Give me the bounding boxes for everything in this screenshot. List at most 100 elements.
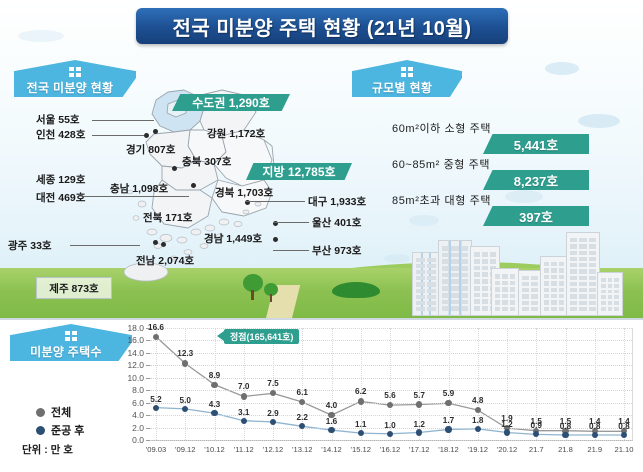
data-point	[474, 425, 481, 432]
data-point	[269, 390, 277, 397]
y-axis-label: 14.0	[127, 347, 144, 358]
gridline-vertical	[419, 328, 421, 440]
data-point-label: 7.5	[267, 379, 279, 389]
data-point-label: 8.9	[208, 370, 221, 380]
gridline-vertical	[360, 328, 362, 440]
gridline-vertical	[243, 328, 245, 440]
y-axis-label: 16.0	[127, 335, 144, 346]
y-axis-tick	[146, 352, 150, 354]
size-bar-medium: 8,237호	[483, 170, 589, 190]
data-point	[533, 427, 540, 434]
data-point-label: 5.0	[179, 395, 191, 405]
tree-icon-1	[243, 274, 263, 300]
map-label-gangwon-text: 강원 1,172호	[207, 128, 266, 140]
window-icon	[65, 331, 77, 341]
map-label-ulsan-text: 울산 401호	[312, 217, 362, 229]
data-point-label: 1.0	[384, 420, 396, 430]
data-point-label: 1.1	[355, 420, 367, 430]
data-point	[328, 426, 335, 434]
data-point	[445, 400, 452, 407]
map-label-gwangju: 광주 33호	[8, 238, 52, 253]
map-label-incheon: 인천 428호	[36, 127, 85, 142]
building-4	[491, 268, 519, 316]
data-point-label: 5.7	[413, 390, 425, 400]
map-label-ulsan: 울산 401호	[312, 215, 361, 230]
gridline-vertical	[477, 328, 479, 440]
x-axis-label: '09.03	[145, 445, 167, 454]
map-label-gyeongbuk-text: 경북 1,703호	[215, 187, 274, 199]
map-dot-gyeongbuk	[245, 200, 250, 205]
map-dot-ulsan	[273, 221, 278, 226]
y-axis-tick	[146, 328, 150, 329]
x-axis-label: '09.12	[175, 445, 196, 454]
building-1	[412, 252, 440, 316]
data-point	[152, 333, 160, 340]
map-dot-daejeon	[191, 183, 196, 188]
map-label-daegu: 대구 1,933호	[308, 194, 366, 209]
data-point	[562, 427, 569, 434]
gridline-vertical	[594, 328, 596, 440]
size-bar-large-value: 397호	[519, 209, 553, 225]
map-dot-seoul	[153, 129, 158, 134]
data-point	[416, 401, 423, 408]
data-point-label: 7.0	[238, 382, 250, 392]
cloud-icon-4	[409, 215, 439, 226]
banner-provinces-label: 지방 12,785호	[262, 165, 336, 179]
tag-nationwide-roof	[14, 60, 136, 78]
y-axis-tick	[146, 440, 150, 441]
gridline-vertical	[156, 328, 157, 440]
map-label-gangwon: 강원 1,172호	[207, 126, 265, 141]
leader-seoul	[92, 120, 154, 121]
data-point	[269, 418, 277, 426]
data-point-label: 0.8	[559, 422, 572, 432]
page-title-text: 전국 미분양 주택 현황 (21년 10월)	[172, 17, 472, 40]
map-label-sejong-text: 세종 129호	[36, 174, 86, 186]
y-axis-label: 10.0	[127, 372, 144, 383]
x-axis-label: 21.10	[614, 445, 634, 454]
map-label-chungbuk-text: 충북 307호	[182, 156, 232, 168]
cloud-icon-5	[18, 30, 64, 42]
x-axis-label: '16.12	[379, 445, 401, 454]
gridline-vertical	[624, 328, 625, 440]
x-axis-label: 21.9	[587, 445, 603, 454]
map-label-gwangju-text: 광주 33호	[8, 240, 52, 252]
gridline-vertical	[273, 328, 274, 440]
map-dot-jeonnam	[161, 242, 166, 247]
data-point	[240, 417, 247, 424]
legend-label-after: 준공 후	[51, 425, 85, 437]
y-axis-tick	[146, 365, 150, 367]
x-axis-label: '17.12	[409, 445, 430, 454]
data-point	[357, 430, 364, 437]
page-title: 전국 미분양 주택 현황 (21년 10월)	[136, 8, 508, 44]
banner-capital-region: 수도권 1,290호	[172, 94, 290, 111]
data-point	[386, 430, 394, 437]
size-row-label-large: 85m²초과 대형 주택	[392, 192, 491, 208]
size-row-label-large-text: 85m²초과 대형 주택	[392, 195, 492, 207]
y-axis-tick	[146, 402, 150, 404]
peak-annotation-text: 정점(165,641호)	[230, 332, 294, 342]
map-dot-busan	[273, 237, 278, 242]
data-point	[328, 412, 335, 419]
window-icon	[401, 67, 413, 77]
size-bar-medium-value: 8,237호	[513, 173, 559, 189]
data-point-label: 1.8	[472, 415, 484, 425]
y-axis-label: 4.0	[132, 410, 144, 421]
data-point-label: 1.2	[413, 419, 425, 429]
data-point-label: 12.3	[177, 349, 194, 359]
tag-nationwide-label: 전국 미분양 현황	[26, 81, 114, 95]
x-axis-label: '19.12	[467, 445, 488, 454]
map-label-daegu-text: 대구 1,933호	[308, 196, 367, 208]
y-axis-label: 0.0	[132, 435, 144, 445]
map-label-jeju-text: 제주 873호	[49, 282, 99, 295]
tag-by-size-roof	[352, 60, 462, 78]
gridline-horizontal	[150, 328, 632, 329]
x-axis-label: '11.12	[233, 445, 254, 454]
gridline-vertical	[536, 328, 538, 440]
chart-unit-note: 단위 : 만 호	[22, 444, 73, 456]
map-label-busan-text: 부산 973호	[312, 245, 362, 257]
cloud-icon-2	[578, 114, 620, 128]
data-point	[416, 429, 423, 436]
size-bar-small-value: 5,441호	[513, 137, 559, 153]
data-point-label: 6.1	[296, 388, 308, 398]
tag-unsold-count-body: 미분양 주택수	[10, 342, 132, 361]
